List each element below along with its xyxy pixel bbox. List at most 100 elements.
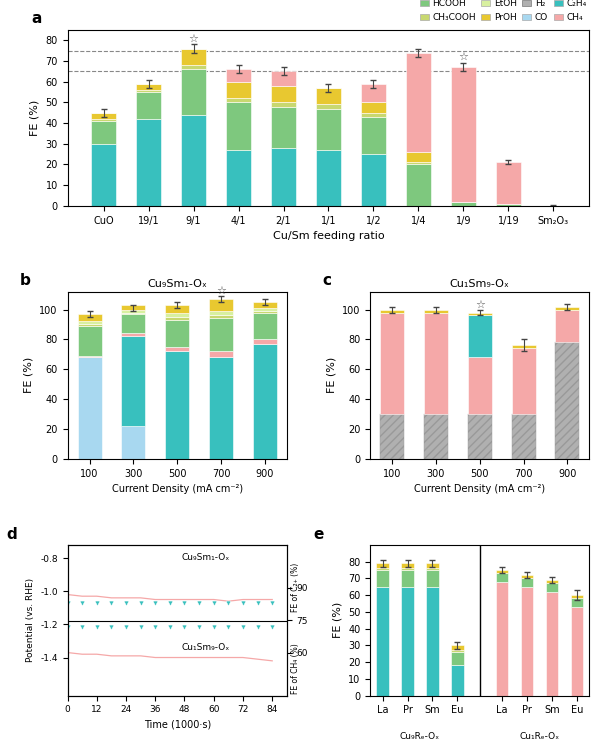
Text: ☆: ☆ [188, 34, 198, 43]
Bar [122, 426, 146, 459]
Bar [406, 52, 431, 152]
Bar [181, 114, 206, 206]
Bar [91, 121, 116, 144]
Bar [165, 347, 189, 352]
Bar [424, 414, 448, 459]
Bar [426, 568, 438, 570]
Bar [361, 102, 386, 113]
Bar [209, 319, 233, 352]
Legend: HCOOH, CH₃COOH, EtOH, PrOH, H₂, CO, C₂H₄, CH₄: HCOOH, CH₃COOH, EtOH, PrOH, H₂, CO, C₂H₄… [416, 0, 590, 25]
Bar [376, 568, 389, 570]
Bar [316, 150, 341, 206]
Bar [136, 119, 161, 206]
Bar [226, 98, 251, 102]
Bar [546, 583, 558, 592]
Bar [380, 313, 404, 414]
Y-axis label: FE (%): FE (%) [24, 358, 34, 393]
Text: FE of CH₄ (%): FE of CH₄ (%) [291, 643, 300, 693]
Bar [521, 575, 534, 578]
Text: ☆: ☆ [216, 286, 226, 296]
Bar [426, 563, 438, 568]
Bar [511, 346, 535, 349]
Bar [271, 102, 296, 106]
Bar [181, 70, 206, 114]
Bar [253, 302, 277, 308]
X-axis label: Current Density (mA cm⁻²): Current Density (mA cm⁻²) [112, 485, 243, 494]
Bar [511, 349, 535, 414]
Bar [209, 352, 233, 358]
Bar [424, 313, 448, 414]
Bar [165, 352, 189, 459]
Text: Cu₉Sm₁-Oₓ: Cu₉Sm₁-Oₓ [182, 553, 230, 562]
Bar [571, 607, 583, 696]
Bar [571, 595, 583, 598]
Y-axis label: Potential (vs. RHE): Potential (vs. RHE) [26, 578, 34, 662]
Text: d: d [6, 527, 17, 542]
Bar [253, 311, 277, 313]
Text: a: a [31, 11, 41, 26]
Bar [451, 651, 464, 652]
Bar [253, 308, 277, 311]
Bar [406, 152, 431, 162]
Bar [209, 316, 233, 319]
Bar [426, 586, 438, 696]
Text: b: b [19, 273, 30, 288]
Bar [226, 102, 251, 150]
Bar [77, 356, 101, 358]
Text: Cu₉Rₑ-Oₓ: Cu₉Rₑ-Oₓ [400, 732, 440, 741]
Bar [546, 580, 558, 583]
Text: e: e [313, 527, 324, 542]
Bar [556, 307, 580, 310]
Text: Cu₁Rₑ-Oₓ: Cu₁Rₑ-Oₓ [519, 732, 560, 741]
Bar [496, 570, 508, 573]
Bar [424, 310, 448, 313]
Bar [316, 88, 341, 105]
Text: FE of C₂₊ (%): FE of C₂₊ (%) [291, 563, 300, 612]
Bar [556, 343, 580, 459]
Bar [122, 310, 146, 313]
Bar [521, 586, 534, 696]
Y-axis label: FE (%): FE (%) [327, 358, 336, 393]
Text: Cu₁Sm₉-Oₓ: Cu₁Sm₉-Oₓ [182, 643, 230, 652]
Text: c: c [322, 273, 331, 288]
Bar [376, 586, 389, 696]
Bar [316, 108, 341, 150]
Bar [361, 113, 386, 117]
Bar [209, 311, 233, 316]
Bar [181, 49, 206, 65]
Bar [496, 573, 508, 582]
Bar [165, 317, 189, 320]
Bar [451, 67, 476, 202]
Bar [209, 358, 233, 459]
Y-axis label: FE (%): FE (%) [30, 99, 40, 136]
Bar [271, 106, 296, 148]
Bar [402, 563, 414, 568]
Bar [521, 578, 534, 586]
Bar [406, 162, 431, 165]
Bar [316, 105, 341, 108]
Title: Cu₉Sm₁-Oₓ: Cu₉Sm₁-Oₓ [147, 280, 207, 289]
Bar [380, 310, 404, 313]
Bar [122, 314, 146, 334]
X-axis label: Time (1000·s): Time (1000·s) [144, 720, 211, 730]
Bar [91, 113, 116, 119]
Bar [361, 117, 386, 154]
Bar [122, 313, 146, 314]
Bar [136, 90, 161, 92]
Bar [136, 84, 161, 90]
Bar [451, 202, 476, 206]
Bar [271, 148, 296, 206]
Bar [426, 570, 438, 586]
Bar [181, 65, 206, 70]
Bar [376, 570, 389, 586]
Bar [468, 316, 492, 358]
Bar [546, 592, 558, 696]
Bar [122, 337, 146, 426]
Bar [496, 162, 521, 203]
X-axis label: Cu/Sm feeding ratio: Cu/Sm feeding ratio [273, 231, 384, 241]
Text: ☆: ☆ [459, 52, 468, 62]
Bar [77, 326, 101, 356]
Bar [361, 84, 386, 102]
Bar [468, 313, 492, 316]
Bar [376, 563, 389, 568]
